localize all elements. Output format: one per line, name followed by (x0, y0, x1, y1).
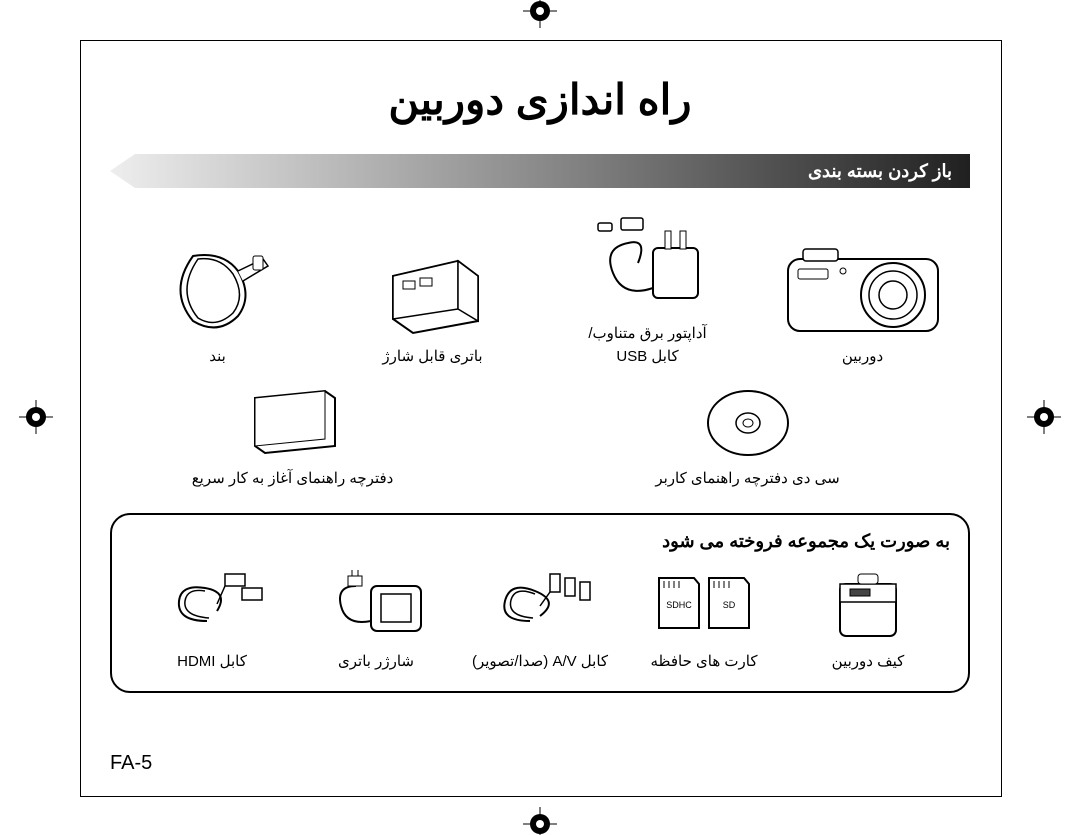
crop-mark-top (529, 0, 551, 22)
av-cable-icon (485, 566, 595, 641)
crop-mark-right (1033, 406, 1055, 428)
charger-label: شارژر باتری (338, 651, 414, 674)
item-charger: شارژر باتری (294, 566, 458, 674)
sdhc-text: SDHC (666, 600, 692, 610)
crop-mark-left (25, 406, 47, 428)
battery-icon (378, 251, 488, 336)
hdmi-cable-icon (157, 566, 267, 641)
item-quickstart: دفترچه راهنمای آغاز به کار سریع (110, 383, 475, 491)
strap-icon (158, 241, 278, 336)
item-cd: سی دی دفترچه راهنمای کاربر (565, 383, 930, 491)
memory-label: کارت های حافظه (651, 651, 758, 674)
page-number: FA-5 (110, 752, 152, 775)
item-camera: دوربین (755, 241, 970, 369)
page-content: راه اندازی دوربین باز کردن بسته بندی (110, 75, 970, 693)
book-icon (243, 383, 343, 458)
section-header-text: باز کردن بسته بندی (808, 161, 952, 182)
items-row-2: سی دی دفترچه راهنمای کاربر دفترچه راهنما… (110, 383, 970, 491)
sold-separately-box: به صورت یک مجموعه فروخته می شود کیف دورب… (110, 513, 970, 694)
item-av-cable: کابل A/V (صدا/تصویر) (458, 566, 622, 674)
camera-label: دوربین (842, 346, 883, 369)
page-title: راه اندازی دوربین (110, 75, 970, 124)
section-header: باز کردن بسته بندی (110, 154, 970, 188)
sold-separately-title: به صورت یک مجموعه فروخته می شود (130, 531, 950, 552)
adapter-icon (583, 213, 713, 313)
hdmi-label: کابل HDMI (177, 651, 247, 674)
av-cable-label: کابل A/V (صدا/تصویر) (472, 651, 608, 674)
crop-mark-bottom (529, 813, 551, 835)
sd-text: SD (723, 600, 736, 610)
case-icon (828, 566, 908, 641)
strap-label: بند (209, 346, 226, 369)
items-row-1: دوربین آداپتور برق متناوب/ کابل USB باتر… (110, 213, 970, 368)
case-label: کیف دوربین (832, 651, 905, 674)
sold-row: کیف دوربین SDHC SD کارت های حافظه (130, 566, 950, 674)
item-case: کیف دوربین (786, 566, 950, 674)
cd-label: سی دی دفترچه راهنمای کاربر (655, 468, 839, 491)
item-strap: بند (110, 241, 325, 369)
item-battery: باتری قابل شارژ (325, 251, 540, 369)
battery-label: باتری قابل شارژ (382, 346, 482, 369)
quickstart-label: دفترچه راهنمای آغاز به کار سریع (192, 468, 394, 491)
item-hdmi: کابل HDMI (130, 566, 294, 674)
item-adapter: آداپتور برق متناوب/ کابل USB (540, 213, 755, 368)
cd-icon (703, 383, 793, 458)
sd-cards-icon: SDHC SD (649, 566, 759, 641)
charger-icon (326, 566, 426, 641)
camera-icon (783, 241, 943, 336)
item-memory: SDHC SD کارت های حافظه (622, 566, 786, 674)
adapter-label: آداپتور برق متناوب/ کابل USB (588, 323, 706, 368)
